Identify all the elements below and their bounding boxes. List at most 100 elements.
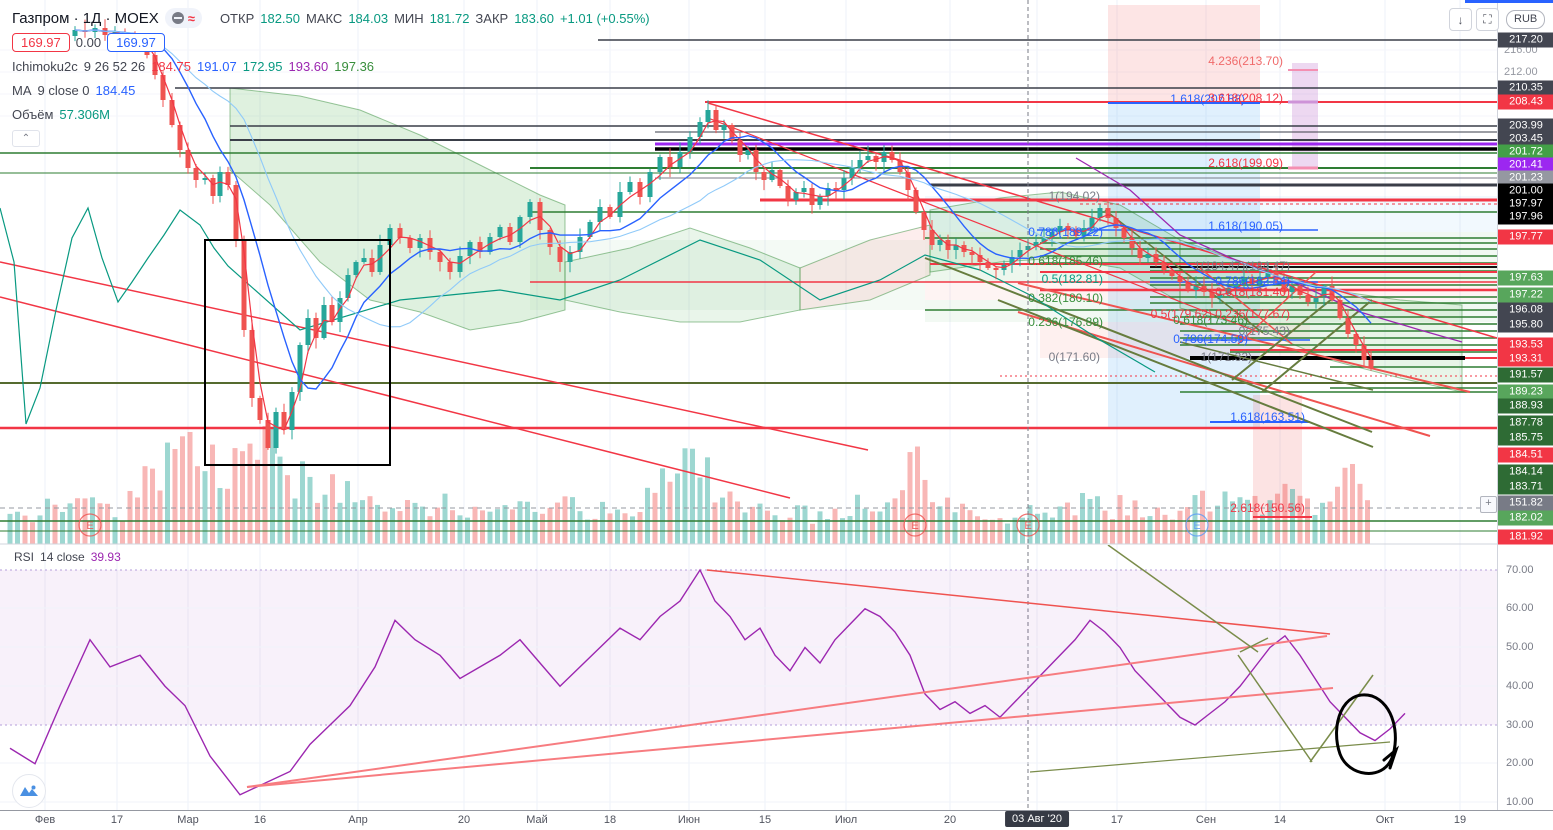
chikou-line — [0, 206, 1156, 425]
ichimoku-cloud — [799, 224, 931, 311]
price-axis[interactable]: RUB 216.00 212.00 217.20 210.35 208.43 203.99… — [1497, 0, 1553, 810]
hide-indicator-icon[interactable] — [171, 12, 184, 24]
time-tick[interactable]: 14 — [1273, 814, 1287, 826]
volume-bar — [375, 504, 380, 544]
collapse-legend-button[interactable]: ⌃ — [12, 129, 40, 147]
selected-date-badge[interactable]: 03 Авг '20 — [1005, 811, 1069, 827]
time-tick[interactable]: 17 — [110, 814, 124, 826]
time-tick[interactable]: Сен — [1195, 814, 1217, 826]
time-tick[interactable]: 18 — [603, 814, 617, 826]
candle-body — [785, 186, 791, 200]
fib-level-label: 1(194.02) — [1049, 189, 1100, 203]
price-level-label: 197.63 — [1498, 270, 1553, 286]
candle-body — [1368, 360, 1374, 368]
add-alert-plus-button[interactable]: + — [1480, 496, 1497, 513]
rsi-name[interactable]: RSI — [14, 550, 35, 564]
candle-body — [337, 298, 343, 322]
volume-bar — [585, 519, 590, 544]
time-tick[interactable]: 19 — [1453, 814, 1467, 826]
volume-bar — [412, 502, 418, 544]
time-tick[interactable]: 15 — [758, 814, 772, 826]
candle-body — [801, 188, 807, 192]
rsi-legend: RSI 14 close 39.93 — [14, 550, 121, 564]
time-tick[interactable]: Май — [526, 814, 548, 826]
candle-body — [929, 230, 935, 245]
candle-body — [477, 242, 483, 252]
volume-bar — [127, 490, 133, 544]
candle-body — [321, 305, 327, 338]
volume-bar — [255, 459, 260, 544]
ichimoku-name[interactable]: Ichimoku2c — [12, 58, 78, 74]
price-level-label: 183.71 — [1498, 479, 1553, 495]
volume-bar — [1260, 514, 1265, 544]
candle-body — [210, 178, 216, 196]
ma-name[interactable]: MA — [12, 82, 32, 98]
volume-bar — [682, 448, 688, 544]
volume-bar — [600, 501, 605, 544]
candle-body — [637, 182, 643, 197]
watermark-logo[interactable] — [12, 774, 46, 808]
volume-bar — [1267, 500, 1273, 544]
volume-bar — [1320, 502, 1325, 544]
candle-body — [397, 228, 403, 238]
time-tick[interactable]: Мар — [177, 814, 199, 826]
volume-bar — [67, 503, 73, 544]
volume-bar — [675, 473, 680, 544]
candle-body — [177, 125, 183, 150]
candle-body — [705, 110, 711, 122]
rsi-pane[interactable] — [0, 545, 1497, 810]
candle-body — [225, 172, 231, 185]
rsi-axis-tick: 70.00 — [1506, 564, 1534, 576]
price-level-label: 184.14 — [1498, 464, 1553, 480]
time-tick[interactable]: Июл — [834, 814, 858, 826]
time-tick[interactable]: 20 — [457, 814, 471, 826]
volume-bar — [1162, 514, 1168, 544]
legend-action-chip[interactable]: ≈ — [164, 8, 202, 28]
candle-body — [627, 182, 633, 192]
candle-body — [921, 212, 927, 230]
volume-bar — [615, 509, 620, 544]
price-level-label: 196.08 — [1498, 302, 1553, 318]
candle-body — [72, 30, 78, 36]
volume-bar — [517, 501, 523, 544]
volume-bar — [427, 516, 433, 544]
volume-bar — [525, 501, 530, 544]
main-chart-canvas[interactable]: EEEE4.236(213.70)1.618(207.88)3.618(208.… — [0, 0, 1497, 545]
fib-level-label: 3.618(208.12) — [1208, 91, 1283, 105]
sell-price-button[interactable]: 169.97 — [12, 32, 70, 52]
maximize-pane-button[interactable]: ⛶ — [1476, 8, 1499, 31]
time-tick[interactable]: Июн — [677, 814, 701, 826]
volume-bar — [1125, 515, 1130, 544]
volume-bar — [187, 431, 193, 544]
time-tick[interactable]: Окт — [1375, 814, 1395, 826]
candle-body — [769, 170, 775, 180]
time-axis[interactable]: Фев 17 Мар 16 Апр 20 Май 18 Июн 15 Июл 20 03 Авг '20… — [0, 810, 1553, 830]
volume-bar — [757, 503, 763, 544]
trend-line — [0, 296, 791, 499]
fib-level-label: 1(184.47)(184.47) — [1194, 259, 1290, 273]
trend-line — [1104, 209, 1264, 334]
time-tick[interactable]: 17 — [1110, 814, 1124, 826]
price-level-label: 201.23 — [1498, 170, 1553, 186]
volume-bar — [285, 475, 290, 544]
time-tick[interactable]: Фев — [34, 814, 56, 826]
candle-body — [889, 152, 895, 160]
volume-name[interactable]: Объём — [12, 106, 54, 122]
buy-price-button[interactable]: 169.97 — [107, 32, 165, 52]
price-level-label: 210.35 — [1498, 80, 1553, 96]
rsi-canvas[interactable] — [0, 545, 1497, 810]
main-chart-pane[interactable]: EEEE4.236(213.70)1.618(207.88)3.618(208.… — [0, 0, 1497, 545]
volume-bar — [832, 508, 838, 544]
candle-body — [1105, 208, 1111, 218]
approx-icon[interactable]: ≈ — [187, 10, 195, 26]
time-tick[interactable]: 16 — [253, 814, 267, 826]
time-tick[interactable]: 20 — [943, 814, 957, 826]
currency-toggle[interactable]: RUB — [1506, 10, 1546, 29]
scale-down-arrow-button[interactable]: ↓ — [1449, 8, 1472, 31]
volume-bar — [1057, 506, 1063, 544]
symbol-title[interactable]: Газпром · 1Д · MOEX — [12, 9, 159, 27]
candle-body — [202, 178, 208, 180]
volume-bar — [322, 494, 328, 544]
time-tick[interactable]: Апр — [348, 814, 368, 826]
volume-bar — [165, 442, 170, 544]
